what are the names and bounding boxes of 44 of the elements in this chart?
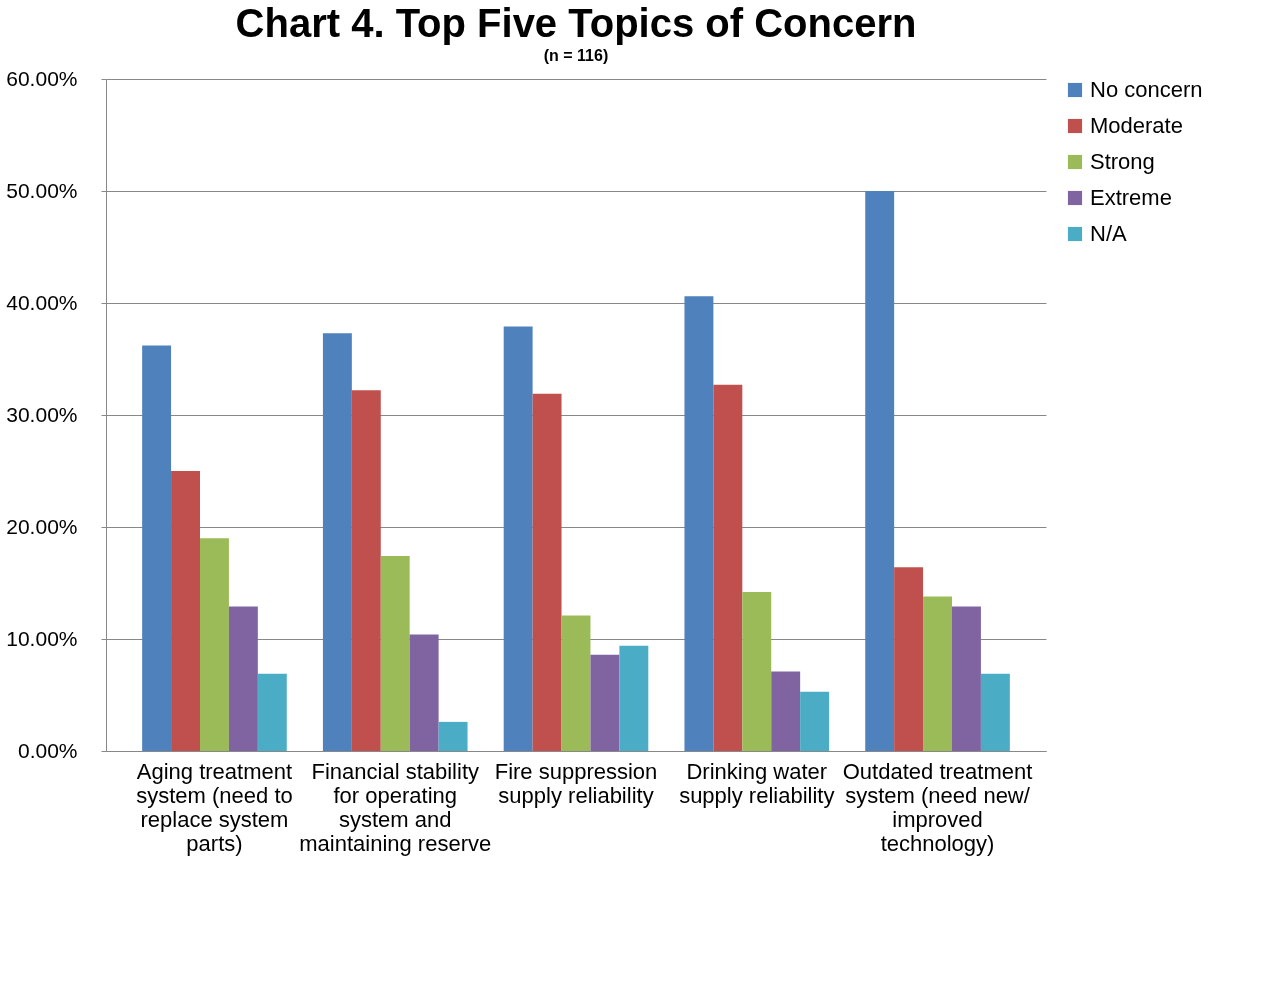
legend-label: No concern [1090,77,1203,102]
y-tick-label: 40.00% [6,290,78,314]
bar [380,556,410,751]
y-tick-label: 20.00% [6,514,78,538]
chart-title: Chart 4. Top Five Topics of Concern [235,1,917,45]
y-tick-label: 10.00% [6,626,78,650]
bar [771,671,801,751]
bar [142,345,172,751]
bar [351,390,381,751]
legend-label: N/A [1090,221,1127,246]
bar [865,191,895,751]
bar [590,654,620,751]
bar [503,326,533,751]
x-tick-label: Financial stability for operating system and maintaining reserve [299,758,492,856]
y-tick-label: 50.00% [6,178,78,202]
bar [800,691,830,751]
bar [532,393,562,751]
bar [980,673,1010,751]
x-tick-label: Outdated treatment system (need new/ improved technology) [842,758,1033,856]
bar [200,538,229,751]
bar [257,673,287,751]
bar [228,606,258,751]
legend-label: Extreme [1090,185,1172,210]
bar [952,606,981,751]
bar [561,615,591,751]
bar [171,471,200,751]
bar [619,645,649,751]
y-tick-label: 0.00% [17,738,78,762]
bar [684,296,714,751]
bar [713,384,743,751]
legend-label: Moderate [1090,113,1183,138]
y-tick-label: 30.00% [6,402,78,426]
bar [409,634,439,751]
bar [322,333,352,751]
bar [438,721,468,751]
bar [894,567,924,751]
x-tick-label: Aging treatment system (need to replace system parts) [136,758,293,856]
bar [742,591,772,751]
x-tick-label: Fire suppression supply reliability [494,758,658,808]
x-tick-label: Drinking water supply reliability [679,758,835,808]
y-tick-label: 60.00% [6,66,78,90]
bar [923,596,952,751]
chart-subtitle: (n = 116) [543,47,609,64]
legend-label: Strong [1090,149,1155,174]
